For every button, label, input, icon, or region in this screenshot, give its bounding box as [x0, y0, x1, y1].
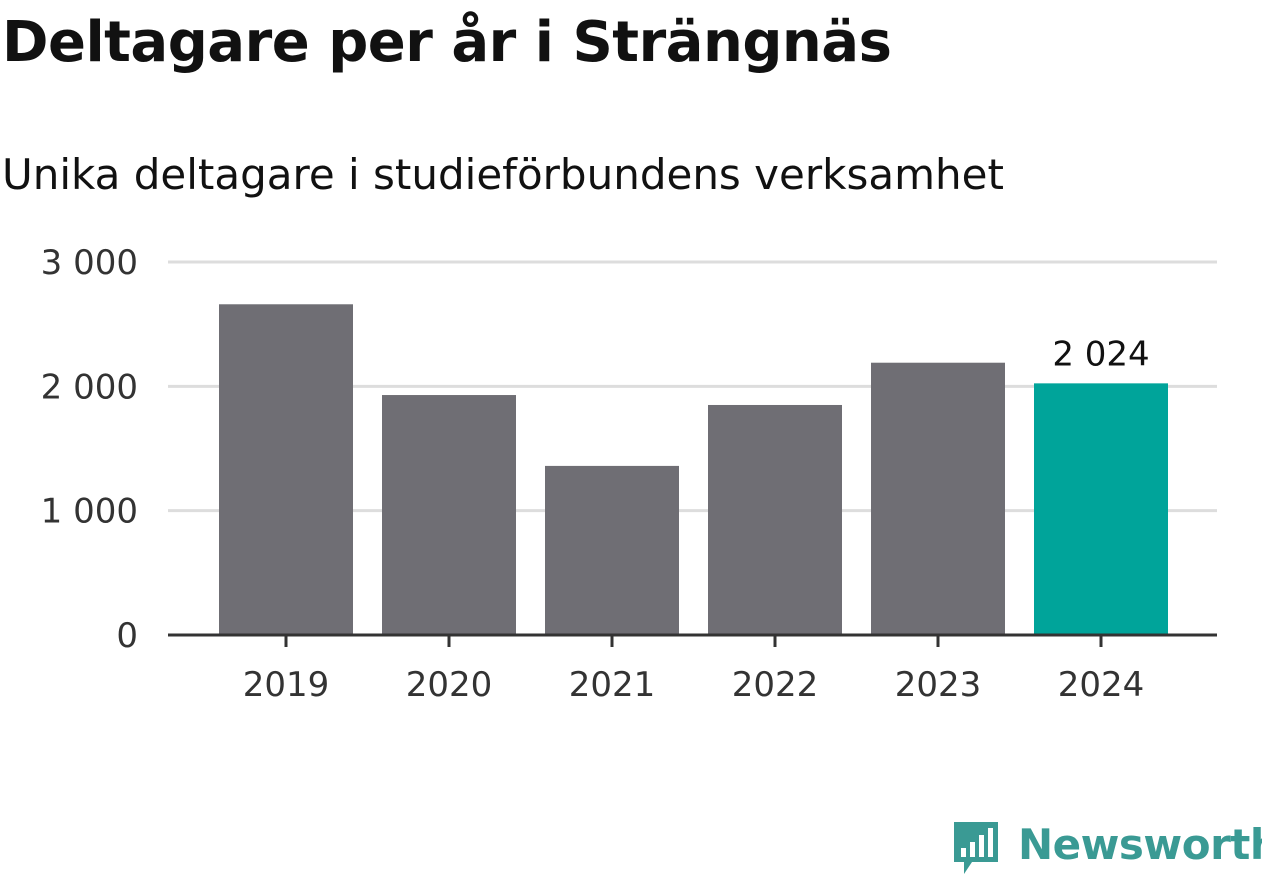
x-tick-label: 2024	[1058, 665, 1145, 705]
data-label: 2 024	[1052, 334, 1149, 374]
y-tick-label: 1 000	[41, 492, 138, 532]
bar-2024	[1034, 383, 1168, 635]
chart-subtitle: Unika deltagare i studieförbundens verks…	[2, 150, 1004, 199]
y-tick-label: 3 000	[41, 243, 138, 283]
x-tick-label: 2023	[895, 665, 982, 705]
newsworthy-chart-bubble-icon	[954, 822, 998, 874]
newsworthy-logo[interactable]: Newsworthy	[950, 818, 1262, 878]
x-tick-label: 2021	[569, 665, 656, 705]
bar-2021	[545, 465, 679, 635]
x-tick-label: 2020	[406, 665, 493, 705]
bar-2022	[708, 404, 842, 635]
x-tick-label: 2022	[732, 665, 819, 705]
x-tick-label: 2019	[243, 665, 330, 705]
bar-2020	[382, 395, 516, 635]
newsworthy-logo-text: Newsworthy	[1018, 820, 1262, 869]
bar-2023	[871, 362, 1005, 635]
bar-2019	[219, 304, 353, 635]
y-tick-label: 0	[116, 616, 138, 656]
y-tick-label: 2 000	[41, 367, 138, 407]
chart-title: Deltagare per år i Strängnäs	[2, 10, 892, 75]
